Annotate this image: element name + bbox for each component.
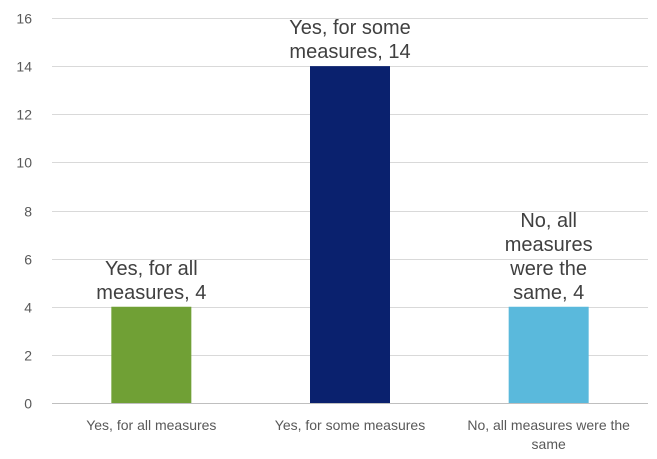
y-tick-label-8: 8 <box>24 204 32 220</box>
y-tick-label-14: 14 <box>16 59 32 75</box>
y-tick-label-10: 10 <box>16 155 32 171</box>
bar-2 <box>310 66 390 403</box>
x-axis-category-labels: Yes, for all measures Yes, for some measu… <box>86 417 630 452</box>
bar-1 <box>111 306 192 403</box>
y-axis-tick-labels: 0 2 4 6 8 10 12 14 16 <box>16 11 32 412</box>
data-label-2: Yes, for some measures, 14 <box>289 17 411 63</box>
bar-3 <box>508 306 589 403</box>
data-label-line: measures, 4 <box>96 282 206 304</box>
data-label-3: No, all measures were the same, 4 <box>505 210 593 304</box>
data-label-line: Yes, for all <box>105 258 198 280</box>
y-tick-label-4: 4 <box>24 300 32 316</box>
data-label-line: measures, 14 <box>289 41 410 63</box>
category-label-1: Yes, for all measures <box>86 417 216 433</box>
y-tick-label-12: 12 <box>16 107 32 123</box>
data-label-line: were the <box>509 258 587 280</box>
data-label-line: same, 4 <box>513 282 584 304</box>
category-label-line: No, all measures were the <box>467 417 630 433</box>
category-label-line: Yes, for all measures <box>86 417 216 433</box>
category-label-3: No, all measures were the same <box>467 417 630 452</box>
category-label-2: Yes, for some measures <box>275 417 425 433</box>
data-label-line: Yes, for some <box>289 17 411 39</box>
data-label-line: measures <box>505 234 593 256</box>
y-tick-label-2: 2 <box>24 348 32 364</box>
category-label-line: Yes, for some measures <box>275 417 425 433</box>
category-label-line: same <box>532 436 566 452</box>
y-tick-label-0: 0 <box>24 396 32 412</box>
data-label-1: Yes, for all measures, 4 <box>96 258 206 304</box>
data-label-line: No, all <box>520 210 577 232</box>
y-tick-label-6: 6 <box>24 252 32 268</box>
bars <box>111 66 589 403</box>
y-tick-label-16: 16 <box>16 11 32 27</box>
